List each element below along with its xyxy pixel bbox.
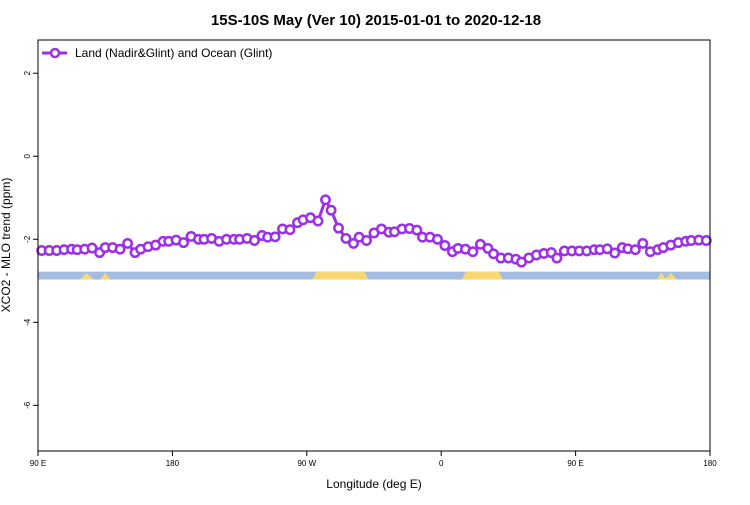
data-point [361, 235, 372, 246]
data-point [122, 237, 134, 249]
x-tick-label: 0 [439, 459, 444, 468]
data-point [439, 240, 451, 251]
y-tick-label: 0 [23, 153, 32, 158]
data-point [86, 242, 98, 254]
data-point [249, 235, 260, 246]
x-axis-label: Longitude (deg E) [326, 477, 421, 491]
legend-marker [49, 47, 61, 59]
y-tick-label: 2 [23, 70, 32, 75]
plot-area [36, 194, 712, 280]
data-point [320, 194, 331, 206]
data-point [609, 247, 621, 259]
y-axis: 2 0 -2 -4 -6 [23, 70, 38, 409]
data-point [637, 237, 649, 249]
land-spike [664, 272, 677, 280]
y-tick-label: -4 [23, 318, 32, 326]
data-point [700, 235, 712, 246]
data-point [269, 231, 281, 243]
land-band [312, 271, 369, 280]
ocean-band [38, 271, 710, 280]
land-band [461, 271, 503, 280]
land-spike [656, 272, 667, 280]
y-tick-label: -2 [23, 235, 32, 243]
data-point [312, 215, 324, 227]
data-point [340, 232, 352, 244]
data-point [411, 224, 423, 236]
legend-label: Land (Nadir&Glint) and Ocean (Glint) [75, 46, 272, 60]
x-axis: 90 E 180 90 W 0 90 E 180 [30, 451, 717, 468]
data-point [114, 243, 126, 255]
data-point [432, 233, 443, 245]
land-spike [79, 272, 94, 280]
y-axis-label: XCO2 - MLO trend (ppm) [0, 178, 13, 313]
data-point [325, 204, 337, 216]
x-tick-label: 90 W [297, 459, 316, 468]
data-point [178, 237, 190, 249]
land-spike [100, 272, 110, 280]
chart-title: 15S-10S May (Ver 10) 2015-01-01 to 2020-… [211, 12, 541, 29]
data-point [629, 244, 641, 256]
data-point [333, 222, 344, 234]
plot-frame [37, 39, 711, 452]
data-point [551, 252, 563, 264]
x-tick-label: 90 E [567, 459, 583, 468]
data-point [284, 224, 296, 236]
y-tick-label: -6 [23, 401, 32, 409]
x-tick-label: 180 [166, 459, 180, 468]
data-point [467, 246, 479, 258]
legend: Land (Nadir&Glint) and Ocean (Glint) [42, 46, 272, 60]
x-tick-label: 180 [703, 459, 717, 468]
x-tick-label: 90 E [30, 459, 46, 468]
